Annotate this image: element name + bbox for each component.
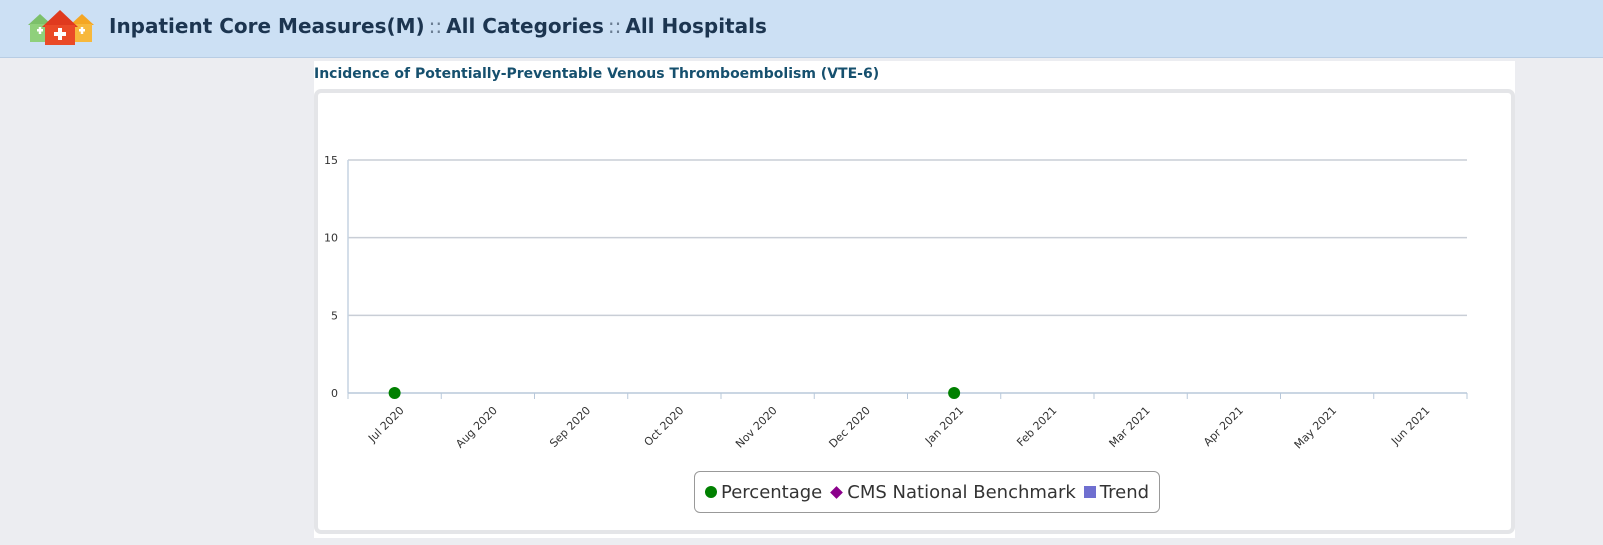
legend-label-percentage: Percentage [721, 481, 823, 503]
x-tick-label: Aug 2020 [453, 404, 500, 451]
title-separator: :: [607, 14, 622, 38]
x-tick-label: Apr 2021 [1201, 404, 1246, 449]
y-tick-label: 15 [324, 154, 338, 167]
page-title: Inpatient Core Measures(M):: All Categori… [109, 14, 767, 38]
title-segment-hospital: All Hospitals [625, 14, 767, 38]
x-tick-label: Mar 2021 [1107, 404, 1153, 450]
x-tick-label: Sep 2020 [547, 404, 593, 450]
data-point [388, 387, 401, 399]
y-tick-label: 0 [331, 387, 338, 400]
x-tick-label: Nov 2020 [733, 404, 780, 451]
x-tick-label: Dec 2020 [826, 404, 873, 451]
blue-square-icon [1083, 486, 1096, 498]
chart-frame: 0 5 10 15 Jul 2020 Aug 2020 Sep 2020 Oct 2020 No… [314, 89, 1515, 534]
y-tick-label: 5 [331, 309, 338, 322]
y-tick-label: 10 [324, 232, 338, 245]
legend-label-trend: Trend [1099, 481, 1150, 503]
legend-item-benchmark[interactable]: CMS National Benchmark [830, 482, 1076, 503]
green-circle-icon [705, 486, 717, 498]
x-tick-label: Feb 2021 [1014, 404, 1059, 449]
x-tick-label: Oct 2020 [642, 404, 687, 449]
chart-legend: Percentage CMS National Benchmark Trend [694, 471, 1161, 513]
hospital-logo-icon [28, 10, 94, 45]
x-tick-label: Jan 2021 [922, 404, 966, 448]
title-segment-category: All Categories [446, 14, 604, 38]
chart-plot: 0 5 10 15 Jul 2020 Aug 2020 Sep 2020 Oct 2020 No… [324, 154, 1468, 452]
chart-title: Incidence of Potentially-Preventable Ven… [314, 66, 880, 82]
page-header: Inpatient Core Measures(M):: All Categori… [0, 0, 1603, 58]
x-tick-label: May 2021 [1292, 404, 1340, 452]
data-point [948, 387, 961, 399]
x-tick-label: Jun 2021 [1388, 404, 1432, 448]
purple-diamond-icon [830, 485, 844, 499]
title-separator: :: [428, 14, 443, 38]
x-tick-label: Jul 2020 [365, 404, 407, 446]
legend-item-percentage[interactable]: Percentage [705, 482, 822, 503]
legend-item-trend[interactable]: Trend [1083, 481, 1150, 503]
title-segment-measure: Inpatient Core Measures(M) [109, 14, 425, 38]
legend-label-benchmark: CMS National Benchmark [847, 481, 1076, 503]
chart-panel: Incidence of Potentially-Preventable Ven… [314, 61, 1515, 538]
